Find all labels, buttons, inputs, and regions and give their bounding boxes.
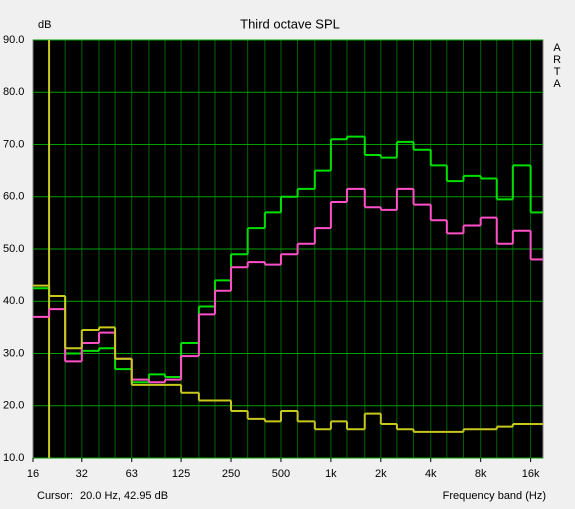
cursor-readout: 20.0 Hz, 42.95 dB: [80, 490, 168, 502]
y-tick-label: 90.0: [3, 34, 24, 46]
y-tick-label: 80.0: [3, 86, 24, 98]
chart-title: Third octave SPL: [240, 16, 340, 31]
x-tick-label: 16k: [522, 468, 540, 480]
side-label: ARTA: [551, 42, 563, 90]
x-tick-label: 16: [27, 468, 39, 480]
x-tick-label: 8k: [475, 468, 487, 480]
y-tick-label: 60.0: [3, 191, 24, 203]
y-tick-label: 10.0: [3, 452, 24, 464]
y-tick-label: 70.0: [3, 138, 24, 150]
x-tick-label: 250: [222, 468, 240, 480]
y-tick-label: 30.0: [3, 347, 24, 359]
y-tick-label: 50.0: [3, 243, 24, 255]
x-tick-label: 2k: [375, 468, 387, 480]
x-tick-label: 125: [172, 468, 190, 480]
y-tick-label: 40.0: [3, 295, 24, 307]
x-axis-label: Frequency band (Hz): [443, 490, 546, 502]
y-axis-label: dB: [38, 19, 51, 31]
x-tick-label: 63: [126, 468, 138, 480]
x-tick-label: 500: [272, 468, 290, 480]
cursor-label: Cursor:: [37, 490, 73, 502]
y-tick-label: 20.0: [3, 400, 24, 412]
x-tick-label: 32: [76, 468, 88, 480]
x-tick-label: 1k: [325, 468, 337, 480]
x-tick-label: 4k: [425, 468, 437, 480]
